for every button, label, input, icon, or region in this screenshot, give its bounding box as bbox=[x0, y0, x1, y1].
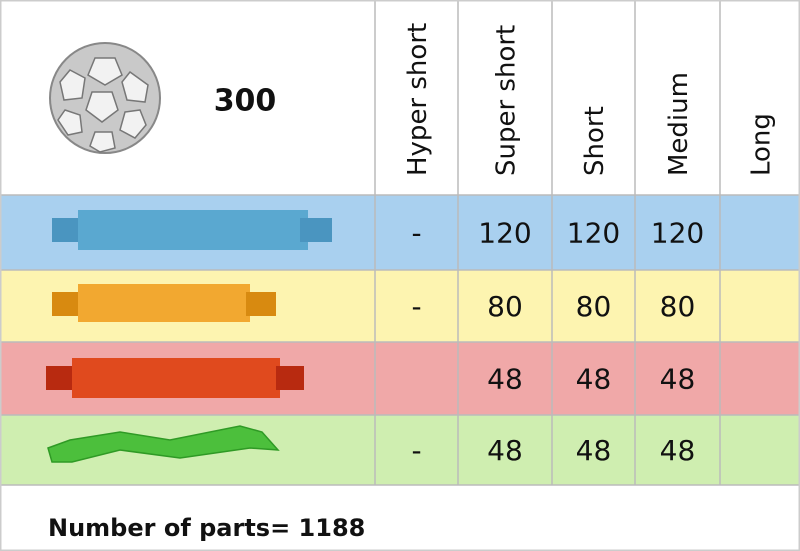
table-cell: 48 bbox=[660, 434, 696, 467]
table-cell: 120 bbox=[478, 217, 531, 250]
table-cell: 120 bbox=[567, 217, 620, 250]
column-header: Hyper short bbox=[403, 23, 433, 176]
table-cell: 80 bbox=[660, 290, 696, 323]
table-cell: 120 bbox=[651, 217, 704, 250]
table-cell: - bbox=[411, 290, 421, 323]
rod-icon-red bbox=[46, 358, 304, 398]
table-cell: - bbox=[411, 217, 421, 250]
table-cell: - bbox=[411, 434, 421, 467]
table-cell: 80 bbox=[487, 290, 523, 323]
table-cell: 48 bbox=[576, 363, 612, 396]
table-cell: 48 bbox=[660, 363, 696, 396]
ball-count: 300 bbox=[214, 84, 277, 119]
table-cell: 48 bbox=[576, 434, 612, 467]
table-cell: 80 bbox=[576, 290, 612, 323]
column-header: Super short bbox=[492, 25, 522, 176]
column-header: Long bbox=[747, 113, 777, 176]
table-cell: 48 bbox=[487, 434, 523, 467]
sphere-icon bbox=[49, 42, 161, 154]
table-cell: 48 bbox=[487, 363, 523, 396]
column-header: Short bbox=[580, 106, 610, 176]
rod-icon-orange bbox=[52, 284, 276, 322]
rod-icon-green bbox=[47, 425, 280, 463]
column-header: Medium bbox=[664, 72, 694, 176]
parts-total: Number of parts= 1188 bbox=[48, 514, 365, 542]
rod-icon-blue bbox=[52, 210, 332, 250]
